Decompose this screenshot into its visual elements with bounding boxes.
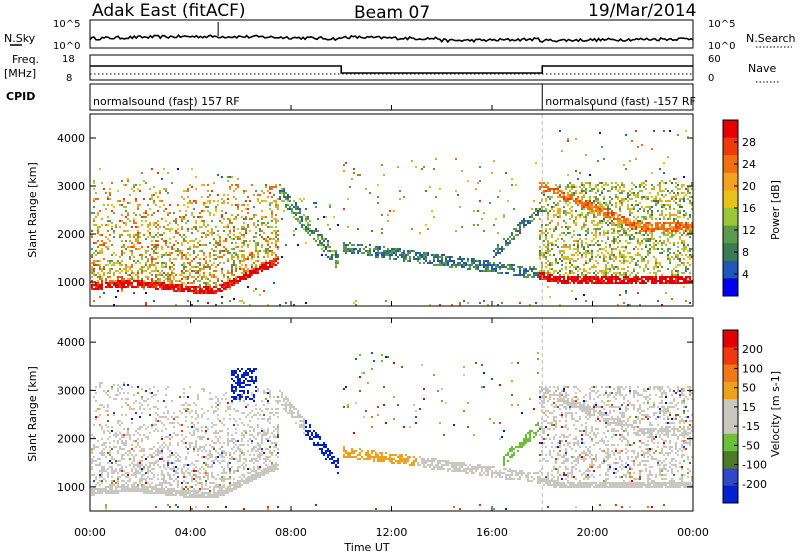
x-tick-label: 12:00 bbox=[376, 526, 408, 539]
y-tick-label: 1000 bbox=[57, 481, 85, 494]
power-colorbar-label: Power [dB] bbox=[769, 180, 782, 240]
colorbar-tick-label: 50 bbox=[742, 382, 756, 395]
colorbar-swatch bbox=[723, 278, 738, 297]
x-tick-label: 00:00 bbox=[74, 526, 106, 539]
velocity-ylabel: Slant Range [km] bbox=[26, 366, 39, 462]
heatmap-cells bbox=[91, 362, 693, 510]
x-tick-label: 08:00 bbox=[275, 526, 307, 539]
nsky-tick-bottom: 10^0 bbox=[53, 41, 80, 52]
colorbar-swatch bbox=[723, 468, 738, 487]
x-tick-labels: 00:00 04:00 08:00 12:00 16:00 20:00 00:00 bbox=[74, 105, 709, 539]
freq-trace bbox=[90, 65, 693, 75]
colorbar-tick-label: 12 bbox=[742, 224, 756, 237]
colorbar-swatch bbox=[723, 330, 738, 348]
cpid-segment-label: normalsound (fast) -157 RF bbox=[545, 95, 696, 108]
power-ylabel: Slant Range [km] bbox=[26, 162, 39, 258]
colorbar-swatch bbox=[723, 190, 738, 209]
colorbar-tick-label: 20 bbox=[742, 180, 756, 193]
date-label: 19/Mar/2014 bbox=[588, 1, 696, 21]
freq-line bbox=[90, 65, 693, 74]
heatmap-cells bbox=[91, 258, 693, 306]
colorbar-swatch bbox=[723, 399, 738, 417]
colorbar-swatch bbox=[723, 260, 738, 279]
colorbar-tick-label: 200 bbox=[742, 343, 763, 356]
x-axis-label: Time UT bbox=[343, 541, 389, 554]
x-tick-label: 20:00 bbox=[577, 526, 609, 539]
colorbar-tick-label: 24 bbox=[742, 158, 756, 171]
cpid-segment-label: normalsound (fast) 157 RF bbox=[93, 95, 240, 108]
velocity-colorbar-label: Velocity [m s-1] bbox=[769, 371, 782, 457]
colorbar-frame bbox=[722, 329, 739, 504]
colorbar-swatch bbox=[723, 485, 738, 504]
cpid-label: CPID bbox=[6, 90, 35, 103]
nsky-line bbox=[89, 34, 694, 44]
y-tick-label: 1000 bbox=[57, 276, 85, 289]
freq-unit-label: [MHz] bbox=[4, 67, 36, 80]
colorbar-tick-label: 15 bbox=[742, 401, 756, 414]
y-tick-label: 4000 bbox=[57, 336, 85, 349]
velocity-panel bbox=[91, 318, 693, 511]
nsearch-label: N.Search bbox=[746, 32, 796, 45]
nave-tick-bottom: 0 bbox=[708, 73, 714, 84]
colorbar-tick-label: 4 bbox=[742, 268, 749, 281]
nsky-trace bbox=[89, 22, 694, 44]
nsky-label: N.Sky bbox=[4, 32, 36, 45]
beam-label: Beam 07 bbox=[354, 3, 430, 23]
colorbar-swatch bbox=[723, 364, 738, 383]
nsky-tick-top: 10^5 bbox=[53, 19, 80, 30]
colorbar-swatch bbox=[723, 243, 738, 262]
nave-tick-top: 60 bbox=[708, 54, 721, 65]
colorbar-swatch bbox=[723, 347, 738, 366]
colorbar-swatch bbox=[723, 381, 738, 400]
colorbar-tick-label: 8 bbox=[742, 246, 749, 259]
freq-strip-frame bbox=[89, 54, 694, 81]
heatmap-cells bbox=[197, 130, 693, 306]
y-tick-label: 3000 bbox=[57, 384, 85, 397]
freq-label: Freq. bbox=[12, 53, 39, 66]
colorbar-tick-label: 28 bbox=[742, 136, 756, 149]
nsearch-tick-bottom: 10^0 bbox=[708, 41, 735, 52]
x-tick-label: 16:00 bbox=[476, 526, 508, 539]
power-colorbar: 4 8 12 16 20 24 28 bbox=[722, 119, 756, 297]
colorbar-swatch bbox=[723, 225, 738, 244]
colorbar-swatch bbox=[723, 208, 738, 227]
cpid-segments: normalsound (fast) 157 RF normalsound (fa… bbox=[93, 84, 696, 110]
nsearch-tick-top: 10^5 bbox=[708, 19, 735, 30]
velocity-colorbar: -200 -100 -50 -15 15 50 100 200 bbox=[722, 329, 767, 504]
colorbar-swatch bbox=[723, 433, 738, 452]
colorbar-tick-label: 16 bbox=[742, 202, 756, 215]
y-tick-label: 4000 bbox=[57, 132, 85, 145]
colorbar-tick-label: -100 bbox=[742, 459, 767, 472]
colorbar-swatch bbox=[723, 137, 738, 156]
y-tick-label: 3000 bbox=[57, 180, 85, 193]
colorbar-swatch bbox=[723, 120, 738, 139]
freq-tick-bottom: 8 bbox=[66, 73, 72, 84]
colorbar-swatch bbox=[723, 451, 738, 469]
x-tick-label: 04:00 bbox=[175, 526, 207, 539]
colorbar-tick-label: -15 bbox=[742, 420, 760, 433]
colorbar-tick-label: 100 bbox=[742, 362, 763, 375]
y-tick-label: 2000 bbox=[57, 433, 85, 446]
nsky-strip-frame bbox=[89, 19, 694, 49]
nave-label: Nave bbox=[748, 62, 776, 75]
colorbar-swatch bbox=[723, 172, 738, 191]
colorbar-swatch bbox=[723, 155, 738, 174]
colorbar-tick-label: -50 bbox=[742, 439, 760, 452]
x-tick-label: 00:00 bbox=[677, 526, 709, 539]
y-tick-label: 2000 bbox=[57, 228, 85, 241]
power-panel bbox=[91, 114, 693, 306]
y-tick-labels: 1000 2000 3000 4000 1000 2000 3000 4000 bbox=[57, 132, 693, 494]
colorbar-tick-label: -200 bbox=[742, 478, 767, 491]
plot-title: Adak East (fitACF) bbox=[92, 1, 246, 21]
freq-tick-top: 18 bbox=[62, 54, 75, 65]
colorbar-swatch bbox=[723, 416, 738, 435]
